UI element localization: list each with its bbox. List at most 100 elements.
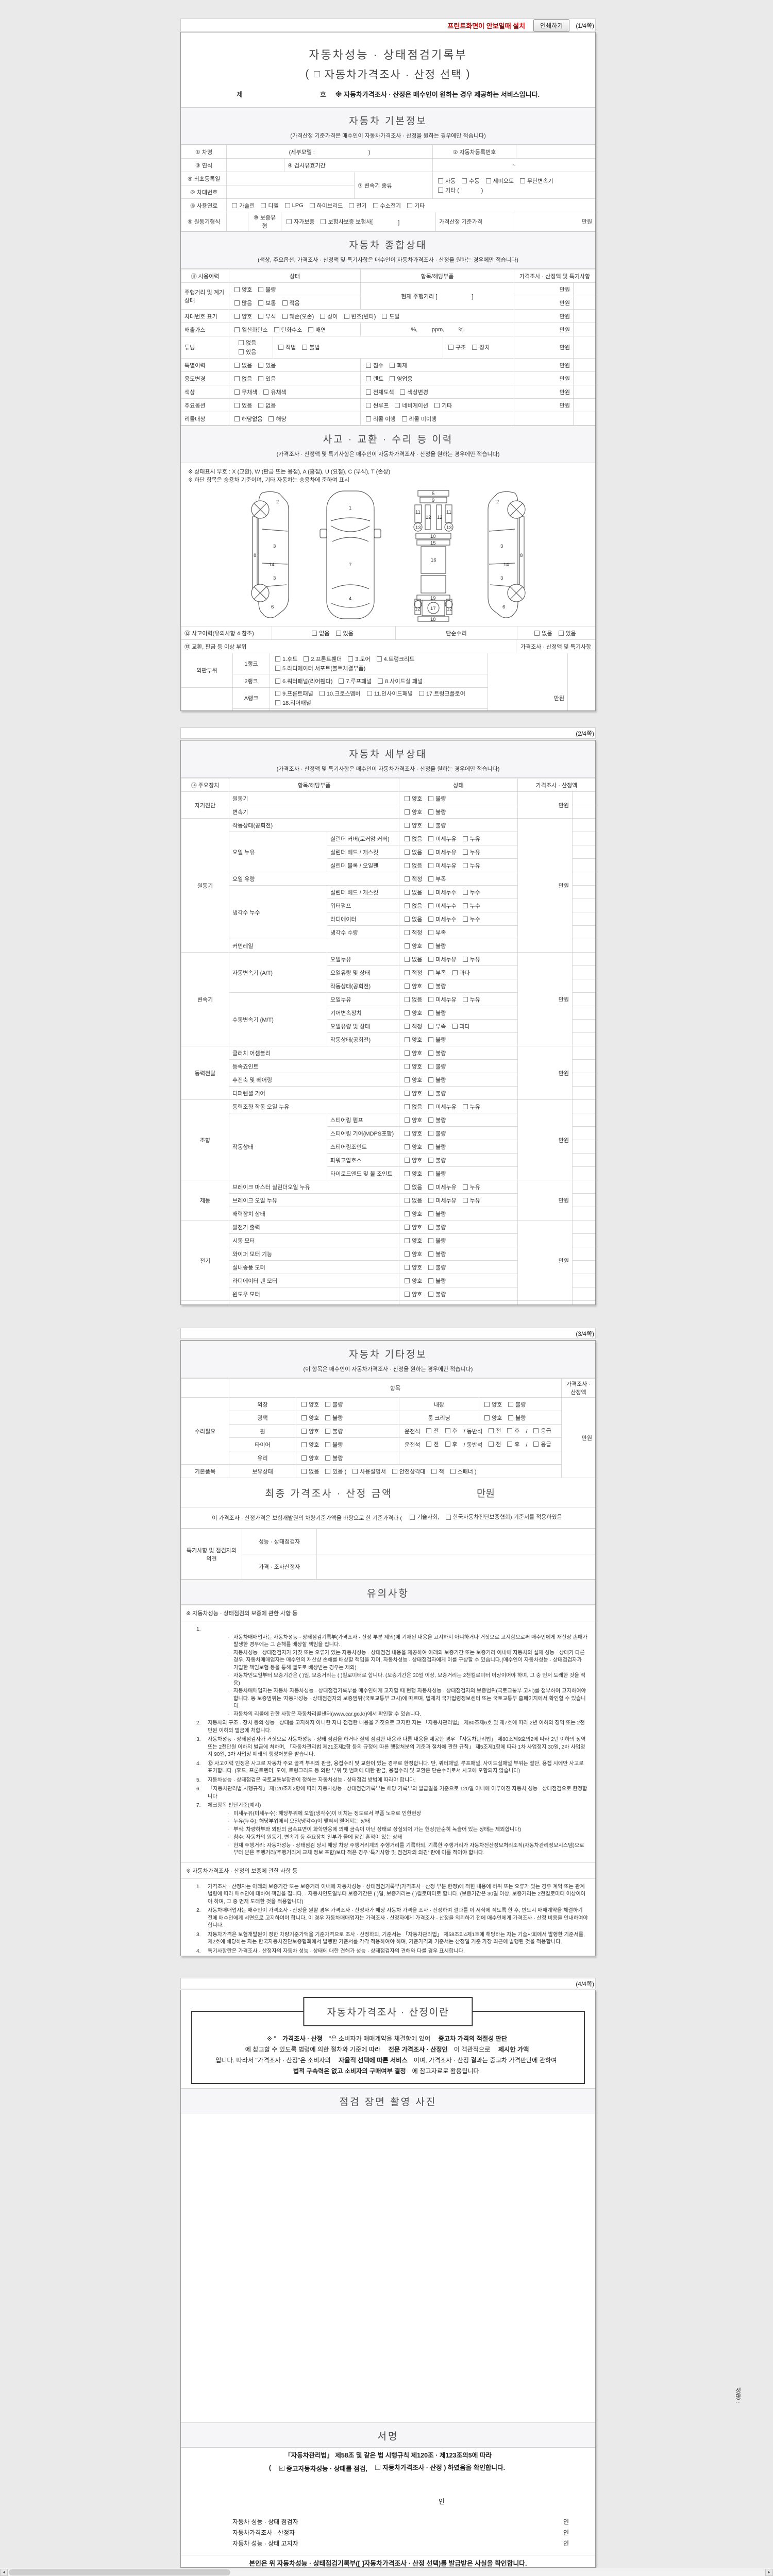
checkbox-option[interactable]: 후: [443, 1440, 458, 1448]
checkbox[interactable]: [278, 345, 283, 350]
checkbox[interactable]: [405, 1305, 410, 1306]
checkbox-checked[interactable]: ✓: [279, 2465, 284, 2471]
blank-cell[interactable]: [572, 1059, 595, 1073]
blank-cell[interactable]: [572, 899, 595, 912]
checkbox-option[interactable]: 있음: [237, 348, 265, 356]
checkbox[interactable]: [392, 1468, 397, 1474]
horizontal-scrollbar[interactable]: ◄ ►: [0, 2568, 773, 2576]
checkbox-option[interactable]: 없음: [256, 401, 276, 410]
checkbox-option[interactable]: 없음: [402, 902, 422, 910]
checkbox-option[interactable]: 전기: [347, 201, 367, 210]
checkbox[interactable]: [428, 903, 434, 908]
blank-cell[interactable]: [572, 992, 595, 1006]
checkbox-option[interactable]: 수동: [460, 177, 480, 185]
checkbox-option[interactable]: 장치: [470, 343, 490, 351]
checkbox-option[interactable]: 양호: [402, 1076, 422, 1084]
checkbox[interactable]: [428, 1197, 434, 1203]
checkbox-option[interactable]: 미세누유: [426, 995, 457, 1004]
checkbox[interactable]: [405, 1077, 410, 1082]
checkbox[interactable]: [390, 376, 395, 381]
checkbox[interactable]: [405, 1104, 410, 1109]
checkbox-option[interactable]: 훼손(오손): [280, 312, 314, 320]
blank-cell[interactable]: [181, 1378, 229, 1398]
checkbox-option[interactable]: 양호: [482, 1414, 502, 1422]
checkbox[interactable]: [405, 1171, 410, 1176]
checkbox-option[interactable]: 14.필러패널(: [363, 710, 402, 711]
checkbox[interactable]: [325, 1455, 331, 1461]
checkbox[interactable]: [405, 1184, 410, 1190]
checkbox-option[interactable]: 양호: [402, 1062, 422, 1071]
checkbox-option[interactable]: 누유: [461, 995, 480, 1004]
checkbox[interactable]: [445, 1428, 450, 1433]
checkbox-option[interactable]: 양호: [402, 1089, 422, 1097]
checkbox[interactable]: [344, 313, 349, 319]
checkbox[interactable]: [405, 1010, 410, 1015]
checkbox-option[interactable]: 무채색: [232, 388, 257, 396]
checkbox[interactable]: [263, 389, 269, 395]
checkbox[interactable]: [405, 1211, 410, 1216]
checkbox-option[interactable]: 누유: [461, 955, 480, 963]
blank-cell[interactable]: [572, 912, 595, 926]
checkbox[interactable]: [239, 340, 244, 345]
checkbox-option[interactable]: 없음: [299, 1467, 319, 1476]
checkbox[interactable]: [484, 1415, 490, 1420]
checkbox-option[interactable]: 부족: [426, 1022, 446, 1030]
checkbox-option[interactable]: 미세누유: [426, 1103, 457, 1111]
blank-cell[interactable]: [573, 309, 595, 323]
checkbox-option[interactable]: 미세누유: [426, 861, 457, 870]
checkbox[interactable]: [339, 678, 344, 684]
checkbox-option[interactable]: 보통: [256, 299, 276, 307]
checkbox-option[interactable]: 양호: [402, 982, 422, 990]
checkbox[interactable]: [508, 1415, 514, 1420]
checkbox-option[interactable]: 과다: [450, 969, 470, 977]
checkbox[interactable]: [405, 876, 410, 882]
blank-cell[interactable]: [572, 872, 595, 886]
checkbox-option[interactable]: 양호: [402, 1129, 422, 1138]
checkbox-option[interactable]: 과다: [450, 1022, 470, 1030]
checkbox-option[interactable]: 불량: [426, 1062, 446, 1071]
checkbox-option[interactable]: 후: [505, 1440, 519, 1448]
checkbox[interactable]: [533, 1428, 539, 1433]
checkbox[interactable]: [428, 1104, 434, 1109]
checkbox-option[interactable]: 없음: [232, 375, 252, 383]
checkbox[interactable]: [302, 345, 308, 350]
checkbox-option[interactable]: 없음: [232, 361, 252, 369]
checkbox-option[interactable]: 양호: [402, 942, 422, 950]
checkbox[interactable]: [405, 903, 410, 908]
checkbox-option[interactable]: 불량: [323, 1454, 343, 1462]
blank-cell[interactable]: [572, 1166, 595, 1180]
checkbox-option[interactable]: 양호: [299, 1414, 319, 1422]
checkbox[interactable]: [309, 202, 315, 208]
checkbox[interactable]: [405, 1224, 410, 1230]
checkbox-option[interactable]: 기타 ( ): [436, 186, 483, 194]
checkbox-option[interactable]: 미세누유: [426, 1183, 457, 1191]
checkbox-option[interactable]: 전: [486, 1427, 501, 1435]
checkbox-option[interactable]: 미세누수: [426, 902, 457, 910]
checkbox-option[interactable]: 있음: [232, 401, 252, 410]
checkbox-option[interactable]: 많음: [232, 299, 252, 307]
checkbox-option[interactable]: 누수: [461, 902, 480, 910]
checkbox[interactable]: [325, 1468, 331, 1474]
checkbox[interactable]: [405, 1090, 410, 1096]
checkbox-option[interactable]: 양호: [232, 285, 252, 294]
checkbox-option[interactable]: 자동: [436, 177, 456, 185]
checkbox[interactable]: [428, 929, 434, 935]
checkbox-option[interactable]: 불량: [426, 1303, 446, 1305]
checkbox[interactable]: [405, 943, 410, 948]
blank-cell[interactable]: [572, 1180, 595, 1194]
checkbox[interactable]: [428, 1224, 434, 1230]
checkbox-option[interactable]: 적정: [402, 969, 422, 977]
checkbox[interactable]: [234, 300, 240, 306]
checkbox[interactable]: [319, 691, 325, 696]
checkbox[interactable]: [405, 1063, 410, 1069]
checkbox[interactable]: [234, 389, 240, 395]
checkbox[interactable]: [405, 956, 410, 962]
checkbox[interactable]: [304, 656, 309, 662]
checkbox[interactable]: [405, 1251, 410, 1257]
checkbox[interactable]: [428, 1211, 434, 1216]
checkbox[interactable]: [405, 1157, 410, 1163]
checkbox-option[interactable]: 없음: [402, 848, 422, 856]
checkbox-option[interactable]: 미세누유: [426, 848, 457, 856]
checkbox-option[interactable]: 양호: [299, 1440, 319, 1449]
checkbox[interactable]: [428, 1238, 434, 1243]
